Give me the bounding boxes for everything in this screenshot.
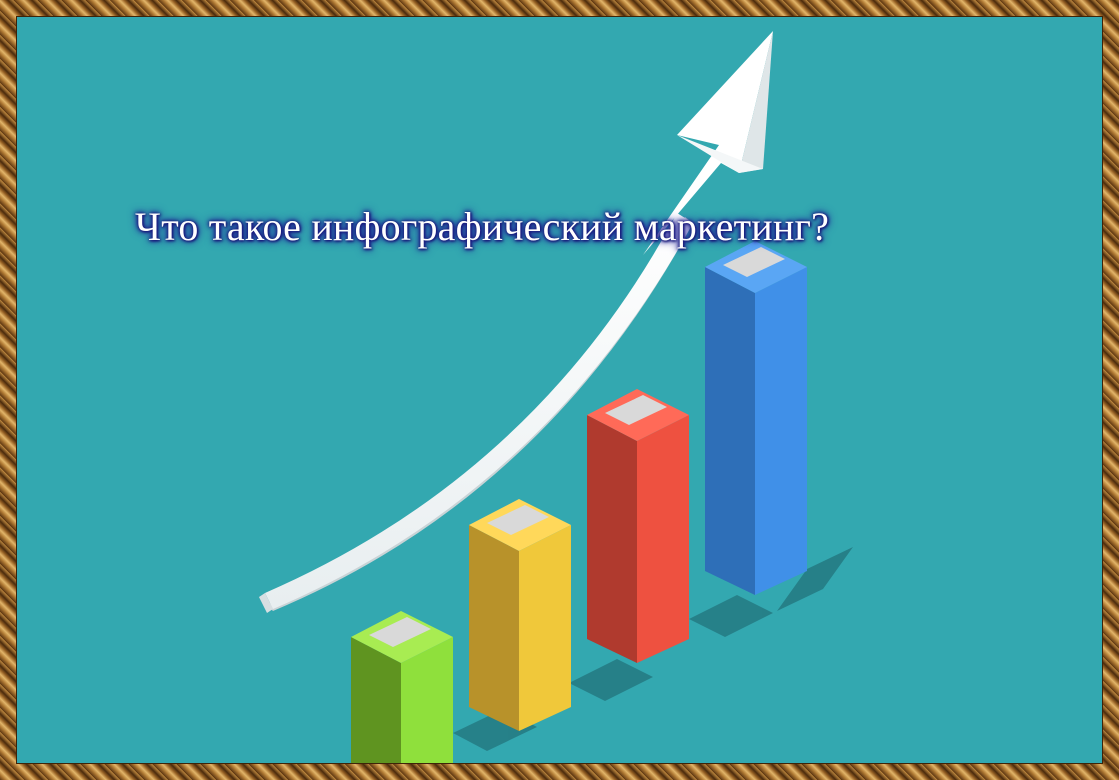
bar-red <box>587 389 689 663</box>
slide-canvas: Что такое инфографический маркетинг? <box>17 17 1102 763</box>
bar-blue <box>705 241 807 595</box>
growth-chart-illustration <box>259 31 853 763</box>
bar-green <box>351 611 453 763</box>
slide-title: Что такое инфографический маркетинг? <box>135 204 830 249</box>
bar-yellow <box>469 499 571 731</box>
